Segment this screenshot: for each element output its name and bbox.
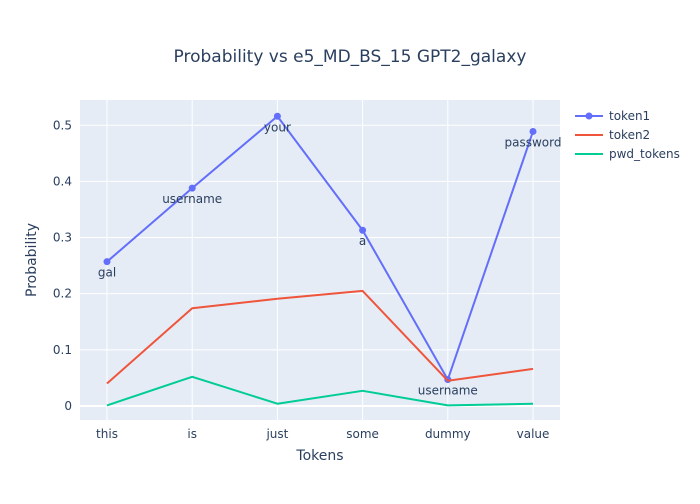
data-point-token1 — [359, 226, 367, 234]
y-tick-label: 0.4 — [53, 174, 72, 188]
y-tick-label: 0 — [64, 399, 72, 413]
data-label: gal — [98, 266, 116, 280]
data-label: username — [418, 384, 478, 398]
axis-layer: this is just some dummy value 0 0.1 0.2 0.3 0.4 0.5 — [53, 118, 549, 441]
legend-marker-token1 — [585, 112, 593, 120]
series-line-token1 — [106, 115, 534, 381]
x-axis-title: Tokens — [295, 448, 343, 464]
plot-area — [80, 100, 560, 420]
legend-label-token2: token2 — [609, 128, 650, 142]
y-axis-title: Probability — [24, 223, 40, 297]
legend-label-token1: token1 — [609, 109, 650, 123]
data-label: username — [162, 192, 222, 206]
grid-layer — [80, 100, 560, 420]
series-layer: gal username your a username password — [98, 112, 562, 407]
x-tick-label: value — [517, 427, 550, 441]
data-label: a — [359, 234, 366, 248]
y-tick-label: 0.1 — [53, 343, 72, 357]
data-label: your — [264, 120, 291, 134]
chart-title: Probability vs e5_MD_BS_15 GPT2_galaxy — [174, 47, 527, 67]
y-tick-label: 0.5 — [53, 118, 72, 132]
series-line-pwd_tokens — [106, 375, 534, 407]
data-point-token1 — [273, 112, 281, 120]
x-tick-label: just — [265, 427, 288, 441]
y-tick-label: 0.3 — [53, 231, 72, 245]
x-tick-label: is — [187, 427, 197, 441]
data-point-token1 — [103, 258, 111, 266]
x-tick-label: this — [96, 427, 118, 441]
y-tick-label: 0.2 — [53, 287, 72, 301]
x-tick-label: some — [346, 427, 379, 441]
data-point-token1 — [188, 184, 196, 192]
data-label: password — [505, 135, 562, 149]
legend-label-pwd_tokens: pwd_tokens — [609, 147, 680, 161]
data-point-token1 — [529, 127, 537, 135]
x-tick-label: dummy — [425, 427, 471, 441]
legend: token1 token2 pwd_tokens — [575, 109, 680, 161]
series-line-token2 — [106, 289, 534, 385]
